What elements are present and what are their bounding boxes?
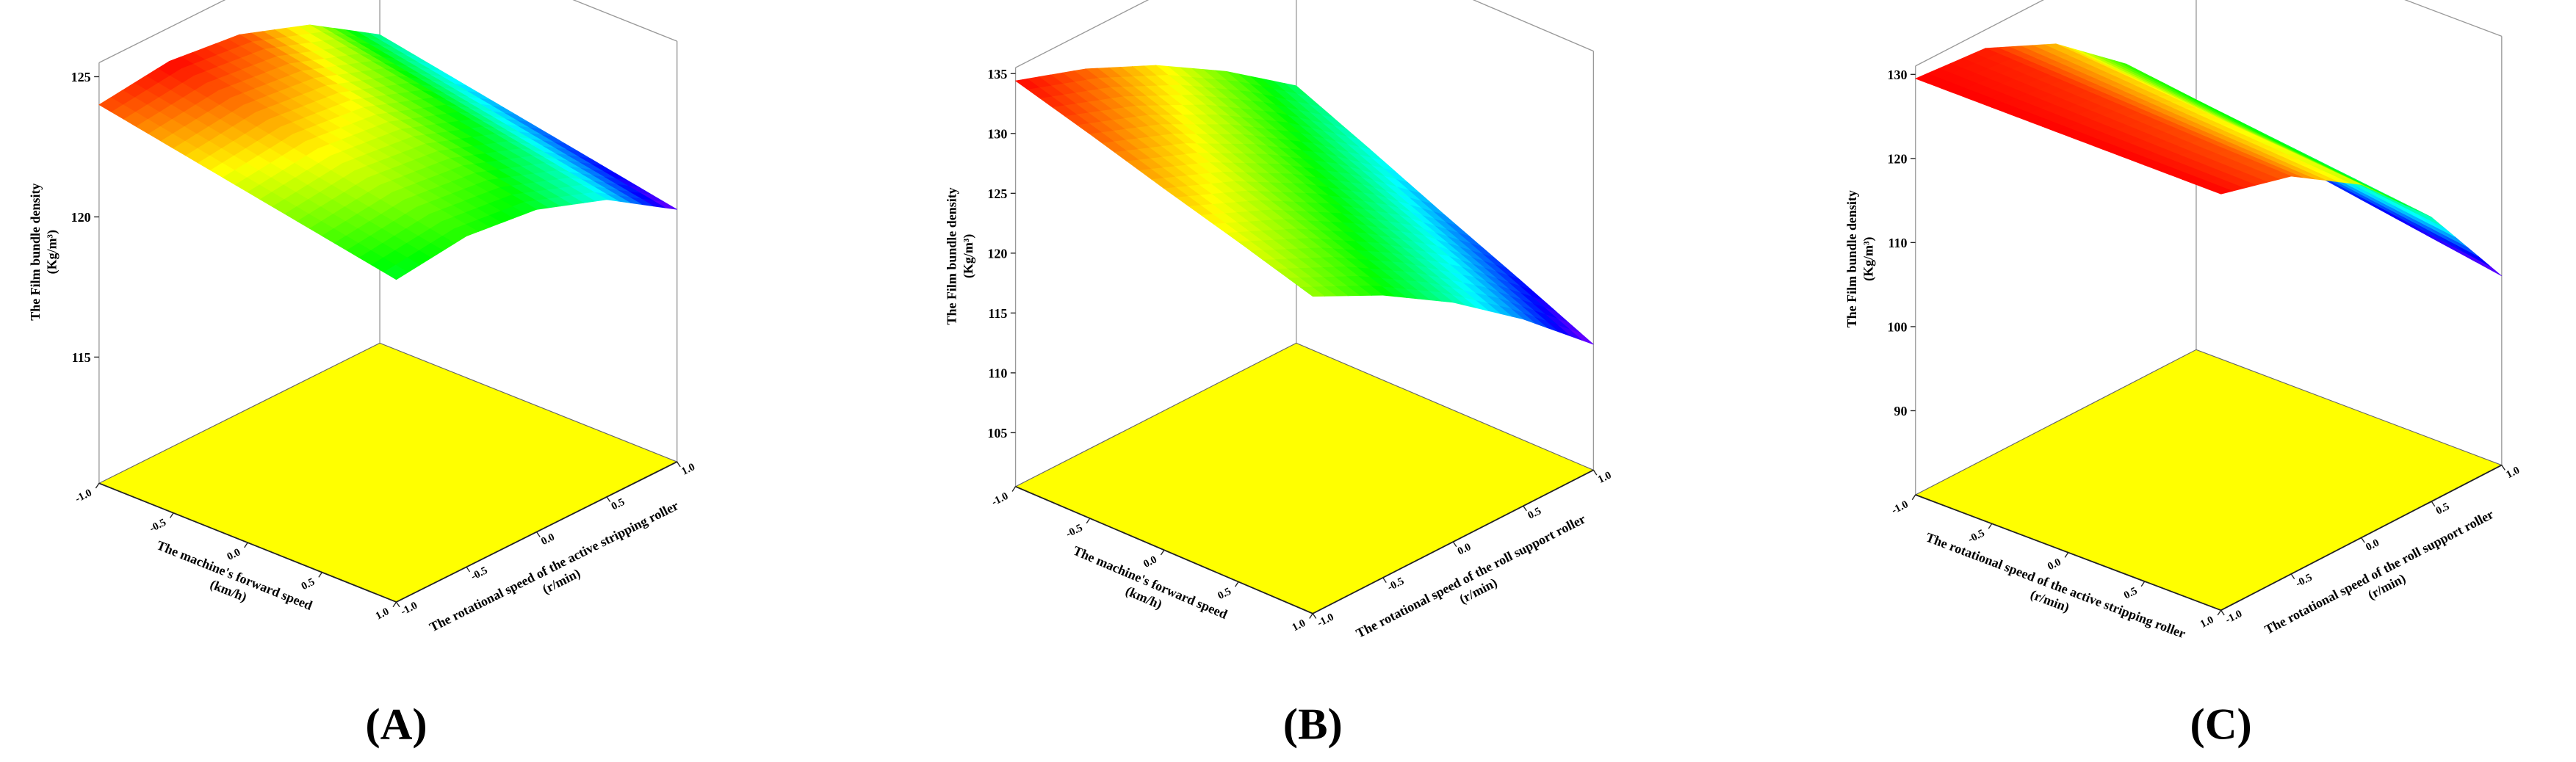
y-tick-label: -0.5 xyxy=(2294,572,2315,590)
surface-patch xyxy=(2477,258,2503,277)
x-tick xyxy=(1011,486,1017,492)
x-tick-label: -0.5 xyxy=(1064,522,1085,540)
y-tick-label: 1.0 xyxy=(2504,465,2522,482)
y-tick-label: 0.0 xyxy=(2364,537,2381,554)
surface-panel: 115 120 125 -1.0 -0.5 0.0 0.5 1.0 -1.0 -0.5 0.0 0.5… xyxy=(28,0,697,750)
y-tick-label: -1.0 xyxy=(399,600,419,618)
z-tick-label: 135 xyxy=(987,67,1007,81)
x-tick-label: 0.5 xyxy=(1216,586,1233,603)
y-tick-label: -0.5 xyxy=(469,565,490,583)
y-tick xyxy=(536,531,541,537)
y-tick xyxy=(2431,501,2436,507)
x-tick xyxy=(169,512,174,518)
surface-panel: 105 110 115 120 125 130 135 -1.0 -0.5 0.0 0.5 1.0 -1… xyxy=(945,0,1614,750)
z-tick-label: 120 xyxy=(71,210,91,225)
z-axis-title: (Kg/m³) xyxy=(1861,237,1876,281)
z-axis-title: The Film bundle density xyxy=(945,187,959,324)
y-tick-label: 0.5 xyxy=(2434,501,2452,518)
x-tick xyxy=(318,572,322,578)
x-tick-label: -1.0 xyxy=(73,487,94,505)
x-tick-label: 1.0 xyxy=(1291,617,1308,634)
z-tick-label: 100 xyxy=(1888,320,1908,335)
x-tick xyxy=(1309,613,1313,619)
x-tick-label: -0.5 xyxy=(1966,527,1987,545)
y-tick-label: 0.0 xyxy=(1456,541,1473,558)
z-axis-title: (Kg/m³) xyxy=(961,234,976,278)
panel-label: (A) xyxy=(365,700,427,750)
box-edge xyxy=(1015,0,1594,68)
y-tick xyxy=(2501,465,2505,471)
x-tick-label: 0.5 xyxy=(300,576,317,593)
x-tick-label: 0.5 xyxy=(2122,585,2140,602)
x-tick xyxy=(1086,518,1091,524)
y-tick xyxy=(395,601,400,608)
x-tick xyxy=(2064,552,2069,558)
y-tick xyxy=(1312,613,1317,619)
z-tick-label: 125 xyxy=(987,186,1007,201)
y-tick xyxy=(1452,541,1457,548)
x-tick xyxy=(1988,523,1993,529)
x-tick-label: 0.0 xyxy=(226,546,243,563)
x-tick xyxy=(1911,494,1916,501)
y-tick xyxy=(1523,505,1527,512)
x-tick-label: 0.0 xyxy=(1141,554,1159,570)
y-tick-label: -1.0 xyxy=(1316,612,1336,630)
x-tick-label: -0.5 xyxy=(148,517,168,535)
x-tick-label: 1.0 xyxy=(374,606,392,623)
surface-panel: 90 100 110 120 130 -1.0 -0.5 0.0 0.5 1.0 -1.0 -0.5 0… xyxy=(1844,0,2522,750)
y-tick xyxy=(1592,469,1598,476)
y-tick-label: 1.0 xyxy=(679,461,697,478)
box-edge xyxy=(98,0,677,63)
x-tick-label: 0.0 xyxy=(2046,556,2063,573)
y-tick-label: -0.5 xyxy=(1385,576,1406,594)
x-tick xyxy=(2140,581,2146,587)
box-edge xyxy=(1915,0,2503,67)
z-tick-label: 115 xyxy=(988,306,1007,321)
x-tick-label: 1.0 xyxy=(2198,614,2216,631)
z-tick-label: 90 xyxy=(1894,404,1908,418)
y-tick-label: 0.0 xyxy=(539,531,557,548)
z-axis-title: The Film bundle density xyxy=(28,184,43,321)
z-tick-label: 125 xyxy=(71,70,91,84)
y-tick-label: 0.5 xyxy=(1526,505,1543,522)
surface-patch xyxy=(383,264,409,280)
surface-patch xyxy=(1299,286,1326,297)
z-tick-label: 115 xyxy=(72,350,91,365)
y-tick xyxy=(606,496,611,502)
z-tick-label: 110 xyxy=(988,366,1007,381)
z-tick-label: 120 xyxy=(1888,152,1908,167)
surface-patch xyxy=(2207,186,2234,195)
x-tick xyxy=(1160,549,1165,556)
y-tick xyxy=(1382,577,1387,584)
z-tick-label: 120 xyxy=(987,247,1007,261)
y-tick xyxy=(466,566,471,573)
floor xyxy=(1014,342,1595,614)
y-tick-label: 1.0 xyxy=(1596,469,1614,486)
y-tick xyxy=(2361,537,2365,543)
z-tick-label: 130 xyxy=(1888,68,1908,82)
z-tick-label: 130 xyxy=(987,127,1007,142)
z-tick-label: 110 xyxy=(1888,236,1908,250)
panel-label: (C) xyxy=(2190,700,2252,750)
x-tick xyxy=(392,601,397,608)
x-tick xyxy=(95,482,100,489)
panel-label: (B) xyxy=(1283,700,1343,750)
y-tick-label: -1.0 xyxy=(2223,608,2244,626)
x-tick xyxy=(2217,609,2222,616)
x-tick xyxy=(244,542,248,548)
y-tick xyxy=(2290,573,2295,579)
y-tick xyxy=(2220,609,2225,616)
x-tick xyxy=(1235,581,1239,587)
y-tick-label: 0.5 xyxy=(610,496,627,513)
z-tick-label: 105 xyxy=(987,426,1007,440)
z-axis-title: (Kg/m³) xyxy=(44,230,59,274)
z-axis-title: The Film bundle density xyxy=(1844,190,1859,327)
x-tick-label: -1.0 xyxy=(1890,498,1911,517)
y-tick xyxy=(677,461,681,468)
x-tick-label: -1.0 xyxy=(990,490,1011,509)
